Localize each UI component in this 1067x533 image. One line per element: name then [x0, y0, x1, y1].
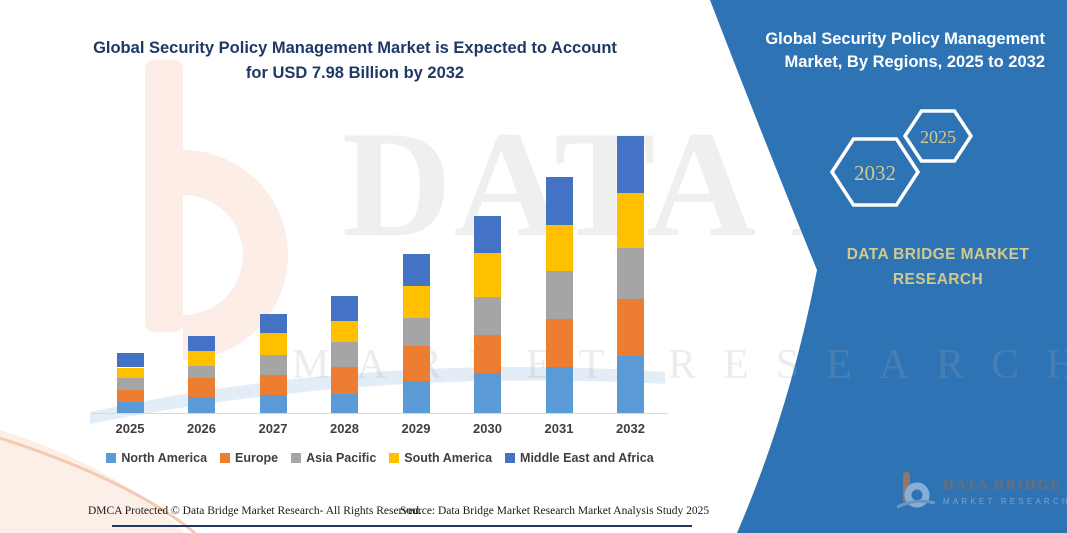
bar-2030-middle-east-and-africa	[474, 216, 501, 254]
bar-2030-asia-pacific	[474, 297, 501, 336]
bar-2032-asia-pacific	[617, 248, 644, 300]
hexagon-2032	[829, 137, 921, 207]
x-axis-label-2031: 2031	[544, 421, 574, 436]
bar-2026-south-america	[188, 350, 215, 366]
bar-2032-middle-east-and-africa	[617, 136, 644, 194]
panel-title: Global Security Policy Management Market…	[765, 30, 1045, 71]
legend-label: South America	[404, 451, 493, 465]
x-axis-line	[92, 413, 668, 414]
bar-2028-north-america	[331, 393, 358, 413]
bar-2026-asia-pacific	[188, 365, 215, 378]
bar-2025-middle-east-and-africa	[116, 352, 144, 368]
logo-subtitle: MARKET RESEARCH	[943, 496, 1067, 506]
bar-2026-middle-east-and-africa	[188, 336, 215, 351]
x-axis-label-2029: 2029	[401, 421, 431, 436]
side-panel-polygon	[710, 0, 1067, 533]
hexagon-2032-label: 2032	[854, 161, 896, 185]
bar-2025-south-america	[116, 367, 144, 378]
bar-2030-europe	[474, 335, 501, 374]
legend-label: Middle East and Africa	[520, 451, 654, 465]
footer-source-text: Source: Data Bridge Market Research Mark…	[400, 505, 710, 517]
bar-2030-north-america	[474, 373, 501, 413]
company-logo: DATA BRIDGE MARKET RESEARCH	[897, 470, 1067, 512]
bar-2031-europe	[545, 319, 573, 367]
logo-b-bowl	[904, 482, 930, 508]
bar-2032-south-america	[617, 193, 644, 249]
x-axis-label-2028: 2028	[330, 421, 359, 436]
bar-2029-europe	[402, 346, 430, 381]
bar-2027-europe	[259, 374, 287, 395]
bar-2025-north-america	[116, 401, 144, 413]
chart-title: Global Security Policy Management Market…	[70, 36, 640, 86]
legend-swatch-icon	[389, 453, 400, 463]
bar-2032-north-america	[617, 356, 644, 413]
logo-texts: DATA BRIDGE MARKET RESEARCH	[943, 477, 1067, 506]
legend-item-south-america: South America	[389, 451, 492, 465]
bar-2028-south-america	[331, 321, 358, 342]
legend-label: Europe	[235, 451, 279, 465]
chart-legend: North America Europe Asia Pacific South Ame…	[80, 451, 680, 465]
x-axis-label-2026: 2026	[187, 421, 216, 436]
bar-2026-north-america	[188, 397, 215, 413]
footer-divider-line	[112, 525, 692, 527]
legend-swatch-icon	[291, 453, 302, 463]
bar-2032-europe	[617, 299, 644, 357]
watermark-b-stem	[145, 60, 183, 332]
legend-item-asia-pacific: Asia Pacific	[291, 451, 376, 465]
legend-label: North America	[121, 451, 208, 465]
bar-2025-europe	[116, 389, 144, 402]
bar-2026-europe	[188, 378, 215, 398]
bar-2031-south-america	[545, 224, 573, 272]
legend-item-europe: Europe	[220, 451, 278, 465]
bar-2027-north-america	[259, 395, 287, 413]
bar-2029-middle-east-and-africa	[402, 254, 430, 286]
hexagon-2025	[902, 109, 974, 163]
hexagon-2025-label: 2025	[920, 127, 956, 147]
bar-2030-south-america	[474, 253, 501, 298]
x-axis-label-2025: 2025	[115, 421, 145, 436]
bar-2031-north-america	[545, 366, 573, 413]
bar-2029-north-america	[402, 381, 430, 413]
watermark-salmon-arc	[0, 436, 196, 533]
legend-item-north-america: North America	[106, 451, 207, 465]
legend-swatch-icon	[106, 453, 117, 463]
x-axis-label-2032: 2032	[616, 421, 645, 436]
bar-2025-asia-pacific	[116, 377, 144, 390]
x-axis-label-2027: 2027	[258, 421, 288, 436]
bar-2027-south-america	[259, 332, 287, 355]
bar-2028-middle-east-and-africa	[331, 296, 358, 322]
watermark-b-bowl	[183, 150, 288, 360]
legend-label: Asia Pacific	[306, 451, 377, 465]
bar-2029-south-america	[402, 286, 430, 318]
x-axis-label-2030: 2030	[473, 421, 502, 436]
year-hexagons: 2032 2025	[829, 109, 974, 207]
watermark-salmon-corner	[0, 430, 185, 533]
legend-swatch-icon	[505, 453, 516, 463]
bar-2027-middle-east-and-africa	[259, 313, 287, 333]
bar-2031-asia-pacific	[545, 271, 573, 319]
bar-2028-europe	[331, 366, 358, 394]
bar-2027-asia-pacific	[259, 354, 287, 375]
chart-title-line1: Global Security Policy Management Market…	[93, 39, 617, 57]
bar-2031-middle-east-and-africa	[545, 177, 573, 225]
brand-name-text: DATA BRIDGE MARKET RESEARCH	[846, 246, 1030, 288]
logo-b-icon	[897, 472, 935, 509]
logo-swoosh	[897, 499, 935, 509]
logo-name: DATA BRIDGE	[943, 476, 1062, 493]
legend-item-middle-east-and-africa: Middle East and Africa	[505, 451, 654, 465]
bar-2029-asia-pacific	[402, 317, 430, 346]
chart-title-line2: for USD 7.98 Billion by 2032	[245, 64, 465, 82]
bar-2028-asia-pacific	[331, 341, 358, 367]
footer-dmca-text: DMCA Protected © Data Bridge Market Rese…	[88, 505, 422, 517]
legend-swatch-icon	[220, 453, 231, 463]
